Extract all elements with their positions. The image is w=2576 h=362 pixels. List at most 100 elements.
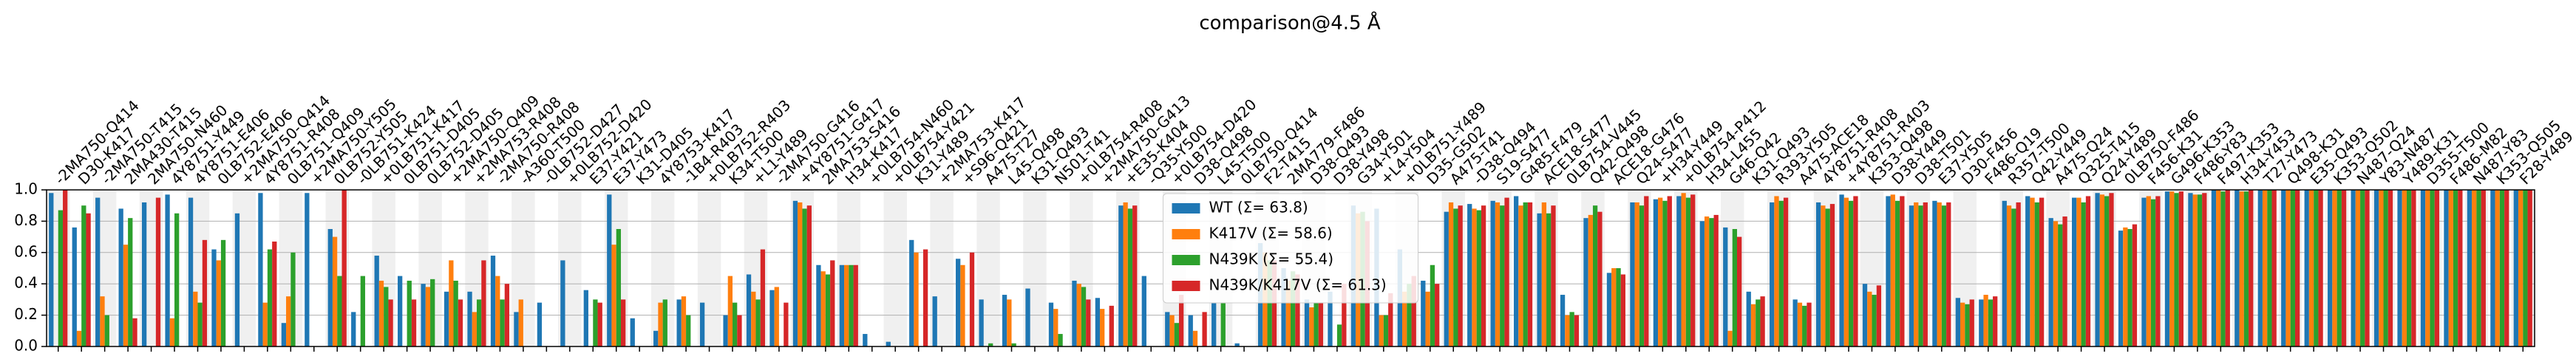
bar bbox=[1546, 213, 1552, 346]
bar bbox=[1676, 196, 1682, 346]
bar bbox=[327, 229, 333, 346]
plot-frame bbox=[46, 189, 2535, 347]
bar bbox=[922, 249, 928, 346]
y-tick-label: 0.8 bbox=[14, 211, 38, 229]
bar bbox=[1011, 343, 1016, 346]
bar bbox=[188, 197, 194, 346]
bar bbox=[514, 312, 519, 346]
bar bbox=[1271, 260, 1277, 346]
bar bbox=[1588, 214, 1593, 346]
bar bbox=[1425, 291, 1430, 346]
bar bbox=[421, 284, 426, 346]
bar bbox=[1569, 312, 1574, 346]
bar bbox=[686, 315, 691, 346]
bar bbox=[583, 290, 588, 346]
bar bbox=[751, 291, 756, 346]
bar bbox=[1053, 309, 1058, 346]
bar bbox=[476, 299, 482, 346]
bar bbox=[258, 193, 263, 346]
bar bbox=[1736, 236, 1742, 346]
bar bbox=[1467, 204, 1472, 346]
bar bbox=[1886, 196, 1891, 346]
bar bbox=[2467, 190, 2473, 346]
bar bbox=[1709, 218, 1714, 346]
bar bbox=[2444, 190, 2449, 346]
bar bbox=[979, 299, 984, 346]
bar bbox=[1611, 268, 1617, 346]
bar bbox=[1211, 302, 1217, 346]
bar bbox=[593, 299, 598, 346]
y-tick-label: 0.6 bbox=[14, 242, 38, 260]
bar bbox=[2504, 190, 2509, 346]
legend-box bbox=[1163, 193, 1418, 304]
y-tick-label: 0.2 bbox=[14, 305, 38, 323]
bar bbox=[2328, 190, 2333, 346]
bar bbox=[1165, 312, 1170, 346]
bar bbox=[1560, 295, 1566, 346]
bar bbox=[197, 302, 203, 346]
bar bbox=[1634, 202, 1639, 346]
bar bbox=[2290, 190, 2295, 346]
bar bbox=[193, 291, 198, 346]
bar bbox=[2397, 190, 2402, 346]
legend-swatch bbox=[1172, 229, 1200, 239]
bar bbox=[1662, 200, 1668, 346]
bar bbox=[1388, 293, 1393, 346]
bar bbox=[2099, 194, 2105, 346]
bar bbox=[1946, 202, 1951, 346]
bar bbox=[2016, 202, 2021, 346]
bar bbox=[1100, 309, 1105, 346]
bar bbox=[411, 299, 417, 346]
bar bbox=[1667, 196, 1672, 346]
y-tick-label: 0.4 bbox=[14, 274, 38, 292]
bar bbox=[1407, 284, 1412, 346]
bar bbox=[472, 312, 477, 346]
bar bbox=[1909, 205, 1914, 346]
bar bbox=[2365, 190, 2370, 346]
bar bbox=[2314, 190, 2319, 346]
bar bbox=[378, 280, 384, 346]
bar bbox=[2071, 197, 2077, 346]
bar bbox=[86, 213, 91, 346]
bar bbox=[1770, 202, 1775, 346]
bar bbox=[2411, 190, 2416, 346]
bar bbox=[220, 239, 226, 346]
bar bbox=[1518, 205, 1523, 346]
bar bbox=[1565, 315, 1570, 346]
bar bbox=[1537, 213, 1542, 346]
bar bbox=[1285, 280, 1291, 346]
bar bbox=[1411, 276, 1416, 346]
bar bbox=[630, 318, 635, 346]
bar bbox=[2081, 202, 2086, 346]
bar bbox=[1192, 330, 1198, 346]
bar bbox=[444, 291, 449, 346]
bar bbox=[2239, 191, 2244, 346]
bar bbox=[128, 218, 133, 346]
bar bbox=[1118, 205, 1124, 346]
bar bbox=[2453, 190, 2458, 346]
bar bbox=[676, 299, 682, 346]
bar bbox=[1002, 295, 1007, 346]
bar bbox=[2304, 190, 2309, 346]
bar bbox=[1453, 208, 1458, 346]
bar bbox=[849, 264, 854, 346]
bar bbox=[886, 341, 891, 346]
bar bbox=[2155, 196, 2161, 346]
legend-label: N439K (Σ= 55.4) bbox=[1209, 250, 1334, 268]
bar bbox=[1504, 197, 1509, 346]
bar bbox=[1481, 205, 1486, 346]
bar bbox=[458, 299, 463, 346]
bar bbox=[2174, 193, 2179, 346]
bar bbox=[1848, 200, 1854, 346]
bar bbox=[290, 252, 296, 346]
bar bbox=[2141, 197, 2147, 346]
bar bbox=[1267, 260, 1272, 346]
bar bbox=[1983, 295, 1988, 346]
legend-swatch bbox=[1172, 203, 1200, 214]
y-tick-label: 0.0 bbox=[14, 337, 38, 355]
bar bbox=[988, 343, 993, 346]
bar bbox=[407, 280, 412, 346]
bar bbox=[1821, 205, 1826, 346]
bar bbox=[425, 287, 431, 346]
